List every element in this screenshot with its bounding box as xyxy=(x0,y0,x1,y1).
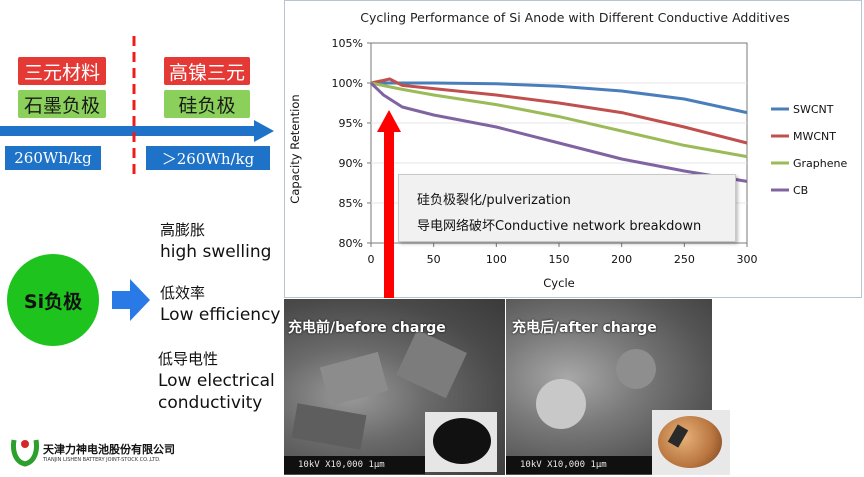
cycling-performance-chart: Cycling Performance of Si Anode with Dif… xyxy=(288,10,847,290)
right-arrow-icon xyxy=(112,279,150,321)
callout-line-network: 导电网络破坏Conductive network breakdown xyxy=(417,219,702,234)
x-tick-label: 100 xyxy=(486,253,507,266)
y-tick-label: 80% xyxy=(339,237,363,250)
y-tick-label: 85% xyxy=(339,197,363,210)
sem-before-label: 充电前/before charge xyxy=(288,320,446,336)
y-tick-label: 95% xyxy=(339,117,363,130)
ternary-material-label: 三元材料 xyxy=(18,57,106,85)
sem-before-scale-bar: 10kV X10,000 1μm xyxy=(284,456,425,474)
x-tick-label: 0 xyxy=(368,253,375,266)
x-tick-label: 50 xyxy=(427,253,441,266)
legend-label-mwcnt: MWCNT xyxy=(793,130,836,143)
chart-title: Cycling Performance of Si Anode with Dif… xyxy=(360,10,789,25)
sem-image-before: 充电前/before charge 10kV X10,000 1μm xyxy=(284,299,505,475)
lishen-logo-icon xyxy=(11,439,39,467)
series-line-mwcnt xyxy=(370,77,748,145)
energy-density-260-label: 260Wh/kg xyxy=(5,146,101,170)
pulverization-callout: 硅负极裂化/pulverization 导电网络破坏Conductive net… xyxy=(398,174,736,242)
feature-efficiency-en: Low efficiency xyxy=(160,305,281,325)
x-tick-label: 150 xyxy=(549,253,570,266)
electrode-disc-black xyxy=(425,412,497,472)
feature-conductivity: 低导电性 Low electrical conductivity xyxy=(158,348,283,414)
y-tick-label: 100% xyxy=(332,77,363,90)
electrode-disc-cracked xyxy=(652,410,730,475)
x-tick-label: 300 xyxy=(737,253,758,266)
chart-panel: Cycling Performance of Si Anode with Dif… xyxy=(284,0,862,298)
feature-swelling-en: high swelling xyxy=(160,242,272,262)
legend-label-graphene: Graphene xyxy=(793,157,847,170)
feature-efficiency-cn: 低效率 xyxy=(160,284,206,302)
divider-dashed-line xyxy=(132,36,136,176)
x-tick-label: 200 xyxy=(611,253,632,266)
graphite-anode-label: 石墨负极 xyxy=(18,90,106,118)
sem-after-label: 充电后/after charge xyxy=(512,320,657,336)
y-tick-label: 90% xyxy=(339,157,363,170)
company-name-cn: 天津力神电池股份有限公司 xyxy=(43,443,175,456)
si-anode-circle-label: Si负极 xyxy=(23,290,83,313)
feature-conductivity-en: Low electrical conductivity xyxy=(158,371,275,413)
x-tick-label: 250 xyxy=(674,253,695,266)
chart-y-axis-label: Capacity Retention xyxy=(288,94,302,203)
series-line-swcnt xyxy=(371,81,748,115)
callout-line-pulverization: 硅负极裂化/pulverization xyxy=(417,193,571,208)
high-nickel-label: 高镍三元 xyxy=(164,57,250,85)
si-anode-circle: Si负极 xyxy=(7,254,99,346)
legend-label-cb: CB xyxy=(793,184,808,197)
feature-efficiency: 低效率 Low efficiency xyxy=(160,282,281,326)
energy-density-over-260-label: ＞260Wh/kg xyxy=(146,146,270,170)
silicon-anode-label: 硅负极 xyxy=(164,90,250,118)
feature-swelling: 高膨胀 high swelling xyxy=(160,219,271,263)
chart-x-axis-label: Cycle xyxy=(543,276,574,290)
timeline-arrow xyxy=(0,120,274,142)
series-line-graphene xyxy=(370,81,748,159)
y-tick-label: 105% xyxy=(332,37,363,50)
pulverization-up-arrow xyxy=(377,110,401,298)
series-line-cb xyxy=(369,81,748,183)
feature-swelling-cn: 高膨胀 xyxy=(160,221,206,239)
feature-conductivity-cn: 低导电性 xyxy=(158,350,219,368)
company-name-en: TIANJIN LISHEN BATTERY JOINT-STOCK CO.,L… xyxy=(43,457,161,463)
legend-label-swcnt: SWCNT xyxy=(793,103,834,116)
